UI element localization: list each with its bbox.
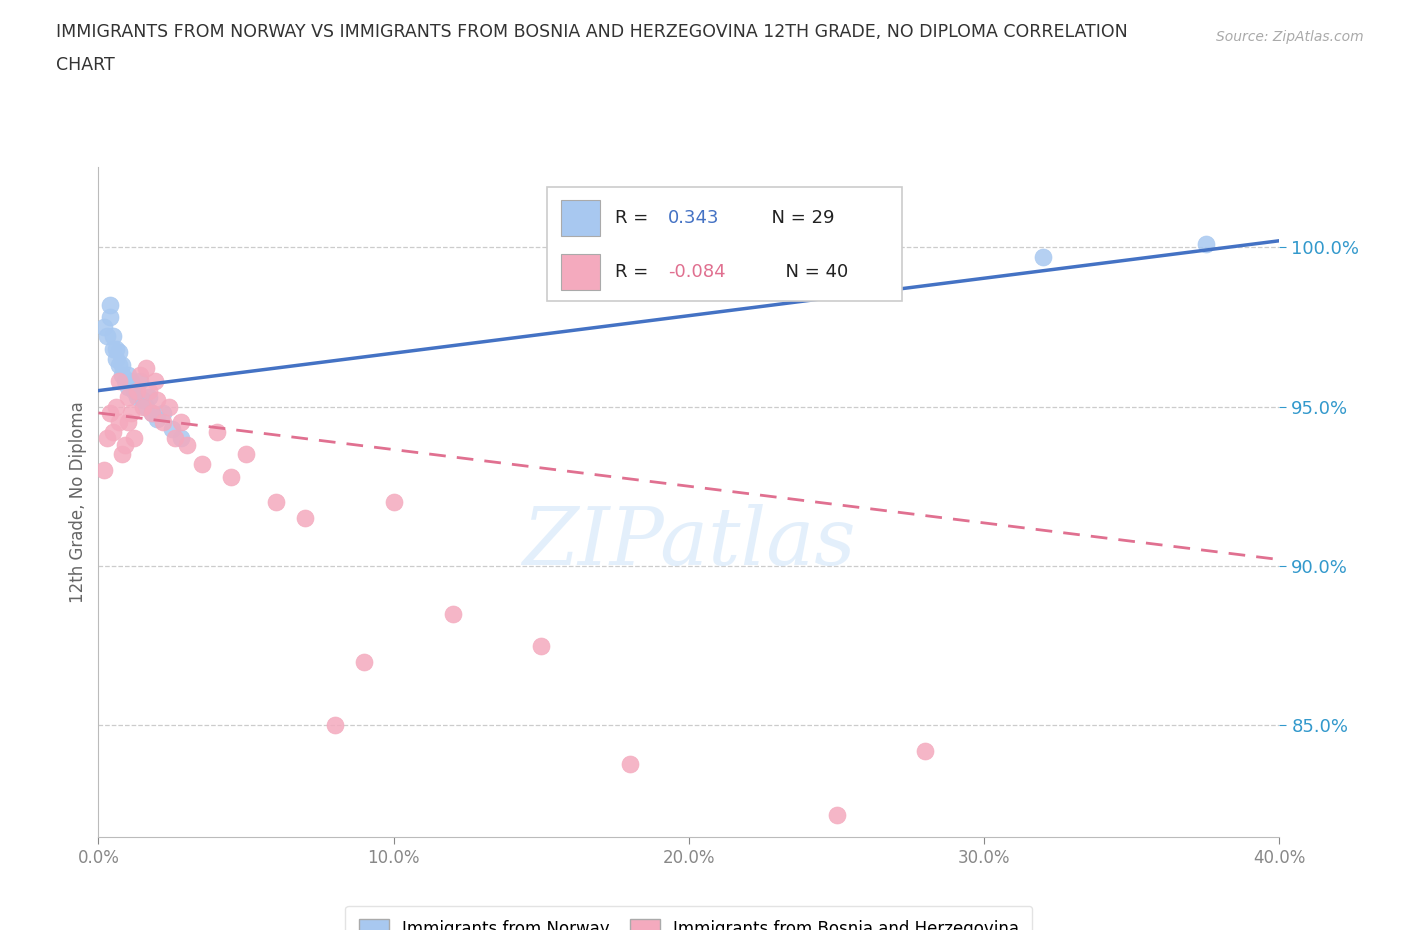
Point	[120, 374, 142, 389]
Point	[125, 390, 148, 405]
Point	[619, 756, 641, 771]
Point	[128, 374, 150, 389]
Point	[111, 358, 134, 373]
Point	[98, 405, 121, 420]
Point	[93, 319, 115, 334]
Point	[441, 606, 464, 621]
Point	[108, 358, 131, 373]
Point	[152, 415, 174, 430]
Point	[219, 470, 242, 485]
Point	[146, 412, 169, 427]
Text: Source: ZipAtlas.com: Source: ZipAtlas.com	[1216, 30, 1364, 44]
Point	[108, 415, 131, 430]
Point	[103, 341, 125, 356]
Point	[128, 367, 150, 382]
Point	[125, 383, 148, 398]
Point	[103, 329, 125, 344]
Text: CHART: CHART	[56, 56, 115, 73]
Legend: Immigrants from Norway, Immigrants from Bosnia and Herzegovina: Immigrants from Norway, Immigrants from …	[346, 906, 1032, 930]
Point	[117, 380, 139, 395]
Point	[114, 437, 136, 452]
Text: IMMIGRANTS FROM NORWAY VS IMMIGRANTS FROM BOSNIA AND HERZEGOVINA 12TH GRADE, NO : IMMIGRANTS FROM NORWAY VS IMMIGRANTS FRO…	[56, 23, 1128, 41]
Point	[135, 361, 157, 376]
Point	[138, 390, 160, 405]
Point	[122, 383, 145, 398]
Point	[141, 405, 163, 420]
Point	[111, 367, 134, 382]
Point	[117, 390, 139, 405]
Point	[191, 457, 214, 472]
Point	[205, 425, 228, 440]
Point	[914, 743, 936, 758]
Point	[170, 431, 193, 445]
Point	[96, 431, 118, 445]
Point	[157, 399, 180, 414]
Point	[132, 399, 155, 414]
Point	[162, 421, 183, 436]
Point	[93, 463, 115, 478]
Point	[120, 405, 142, 420]
Point	[170, 415, 193, 430]
Point	[382, 495, 405, 510]
Point	[146, 392, 169, 407]
Point	[1195, 236, 1218, 251]
Point	[105, 341, 128, 356]
Point	[141, 405, 163, 420]
Y-axis label: 12th Grade, No Diploma: 12th Grade, No Diploma	[69, 402, 87, 603]
Point	[105, 399, 128, 414]
Point	[111, 447, 134, 462]
Point	[135, 399, 157, 414]
Point	[132, 392, 155, 407]
Point	[152, 405, 174, 420]
Text: ZIPatlas: ZIPatlas	[522, 504, 856, 581]
Point	[105, 352, 128, 366]
Point	[103, 425, 125, 440]
Point	[264, 495, 287, 510]
Point	[98, 297, 121, 312]
Point	[1032, 249, 1054, 264]
Point	[165, 431, 187, 445]
Point	[530, 638, 553, 653]
Point	[98, 310, 121, 325]
Point	[294, 511, 316, 525]
Point	[353, 654, 375, 669]
Point	[117, 367, 139, 382]
Point	[176, 437, 198, 452]
Point	[235, 447, 257, 462]
Point	[96, 329, 118, 344]
Point	[138, 383, 160, 398]
Point	[108, 374, 131, 389]
Point	[143, 374, 166, 389]
Point	[117, 415, 139, 430]
Point	[323, 718, 346, 733]
Point	[122, 431, 145, 445]
Point	[825, 807, 848, 822]
Point	[108, 345, 131, 360]
Point	[114, 374, 136, 389]
